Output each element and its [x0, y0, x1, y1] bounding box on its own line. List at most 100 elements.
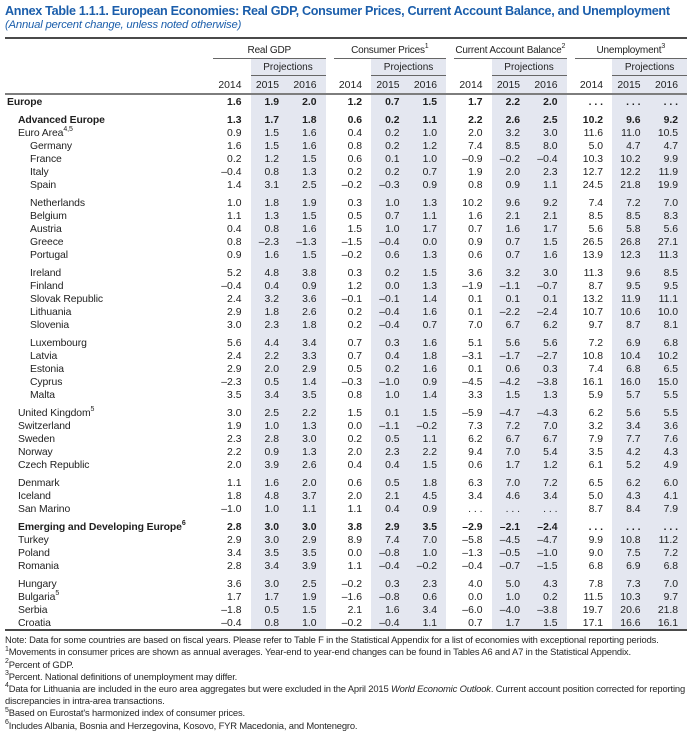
group-gap	[567, 292, 575, 305]
value-cell: –0.3	[371, 178, 409, 192]
spacer-cell	[649, 515, 688, 521]
group-gap	[205, 502, 213, 515]
group-gap	[567, 113, 575, 126]
value-cell: 4.5	[408, 489, 447, 503]
value-cell: 3.8	[288, 266, 326, 280]
value-cell: 0.0	[347, 420, 363, 432]
value-cell: 7.2	[612, 196, 650, 210]
spacer-cell	[408, 331, 447, 337]
value-cell: 1.7	[529, 222, 567, 236]
spacer-cell	[529, 401, 567, 407]
row-label: Euro Area4,5	[18, 126, 73, 139]
value-cell: –1.1	[491, 279, 530, 293]
spacer-row	[5, 572, 688, 578]
value-cell: –1.8	[221, 604, 242, 616]
group-gap	[205, 349, 213, 362]
value-cell: 1.5	[408, 94, 447, 109]
group-header: Consumer Prices1	[333, 38, 447, 60]
value-cell: 2.5	[288, 577, 326, 591]
spacer-cell	[408, 471, 447, 477]
spacer-cell	[250, 261, 288, 267]
group-gap	[567, 375, 575, 388]
value-cell: 0.9	[250, 445, 288, 459]
value-cell: 9.5	[612, 279, 650, 293]
superscript: 3	[5, 670, 9, 678]
spacer-cell	[612, 191, 650, 197]
value-cell: 0.3	[371, 577, 409, 591]
value-cell: 3.0	[250, 533, 288, 547]
group-gap	[326, 546, 334, 559]
value-cell: 0.4	[347, 127, 363, 139]
value-cell: 17.1	[582, 617, 604, 629]
spacer-cell	[529, 191, 567, 197]
value-cell: 2.9	[371, 520, 409, 534]
superscript: 5	[5, 706, 9, 714]
header-row-groups: Real GDP Consumer Prices1 Current Account …	[5, 38, 688, 60]
table-row: Germany 1.6 1.5 1.6 0.8 0.2 1.2 7.4 8.5 8.0 5.0 4.7…	[5, 139, 688, 153]
spacer-cell	[612, 331, 650, 337]
value-cell: 7.4	[588, 197, 604, 209]
group-gap	[326, 59, 334, 76]
value-cell: 3.0	[288, 432, 326, 446]
group-gap	[326, 38, 334, 59]
table-row: Malta 3.5 3.4 3.5 0.8 1.0 1.4 3.3 1.5 1.3 5.9 5.7 5.…	[5, 388, 688, 402]
group-gap	[326, 375, 334, 388]
table-row: Estonia 2.9 2.0 2.9 0.5 0.2 1.6 0.1 0.6 0.3 7.4 6.8…	[5, 362, 688, 376]
group-gap	[205, 336, 213, 349]
value-cell: 1.5	[250, 126, 288, 140]
spacer-cell	[250, 515, 288, 521]
value-cell: 0.0	[468, 591, 483, 603]
value-cell: 2.6	[288, 305, 326, 319]
value-cell: –0.3	[341, 376, 363, 388]
value-cell: 1.2	[347, 280, 363, 292]
value-cell: –4.7	[529, 533, 567, 547]
value-cell: 9.2	[649, 113, 688, 127]
value-cell: –4.2	[491, 375, 530, 389]
value-cell: 2.0	[529, 94, 567, 109]
value-cell: 0.2	[347, 166, 363, 178]
value-cell: 2.1	[529, 209, 567, 223]
spacer-cell	[649, 108, 688, 114]
value-cell: –1.0	[529, 546, 567, 560]
value-cell: 5.0	[588, 490, 604, 502]
group-gap	[567, 362, 575, 375]
value-cell: 10.2	[462, 197, 483, 209]
row-label: Belgium	[30, 210, 67, 222]
spacer-cell	[649, 572, 688, 578]
value-cell: –1.5	[341, 236, 363, 248]
group-gap	[205, 94, 213, 108]
value-cell: 1.1	[347, 560, 363, 572]
table-row: Austria 0.4 0.8 1.6 1.5 1.0 1.7 0.7 1.6 1.7 5.6 5.8…	[5, 222, 688, 236]
value-cell: 1.1	[227, 210, 242, 222]
value-cell: 1.1	[347, 503, 363, 515]
group-gap	[446, 248, 454, 261]
table-row: Denmark 1.1 1.6 2.0 0.6 0.5 1.8 6.3 7.0 7.2 6.5 6.2…	[5, 476, 688, 490]
value-cell: 0.9	[491, 178, 530, 192]
value-cell: 0.2	[371, 362, 409, 376]
value-cell: 2.2	[250, 349, 288, 363]
value-cell: 2.0	[288, 476, 326, 490]
group-gap	[326, 489, 334, 502]
spacer-cell	[491, 331, 530, 337]
value-cell: 0.3	[347, 197, 363, 209]
year-2014-spacer	[213, 59, 251, 76]
table-row: Lithuania 2.9 1.8 2.6 0.2 –0.4 1.6 0.1 –2.2 –2.4 1…	[5, 305, 688, 319]
group-gap	[205, 520, 213, 533]
row-label: Slovenia	[30, 319, 70, 331]
footnotes: Note: Data for some countries are based …	[5, 634, 687, 732]
group-gap	[205, 266, 213, 279]
value-cell: 3.6	[227, 578, 242, 590]
value-cell: –3.8	[529, 375, 567, 389]
footnote-line: 2Percent of GDP.	[5, 657, 74, 670]
group-gap	[205, 476, 213, 489]
value-cell: 11.1	[649, 292, 688, 306]
spacer-cell	[371, 108, 409, 114]
value-cell: 0.8	[347, 140, 363, 152]
value-cell: 26.8	[612, 235, 650, 249]
group-gap	[326, 165, 334, 178]
row-label: Austria	[30, 223, 62, 235]
value-cell: 0.6	[347, 114, 363, 126]
group-gap	[326, 559, 334, 572]
value-cell: 0.7	[347, 350, 363, 362]
